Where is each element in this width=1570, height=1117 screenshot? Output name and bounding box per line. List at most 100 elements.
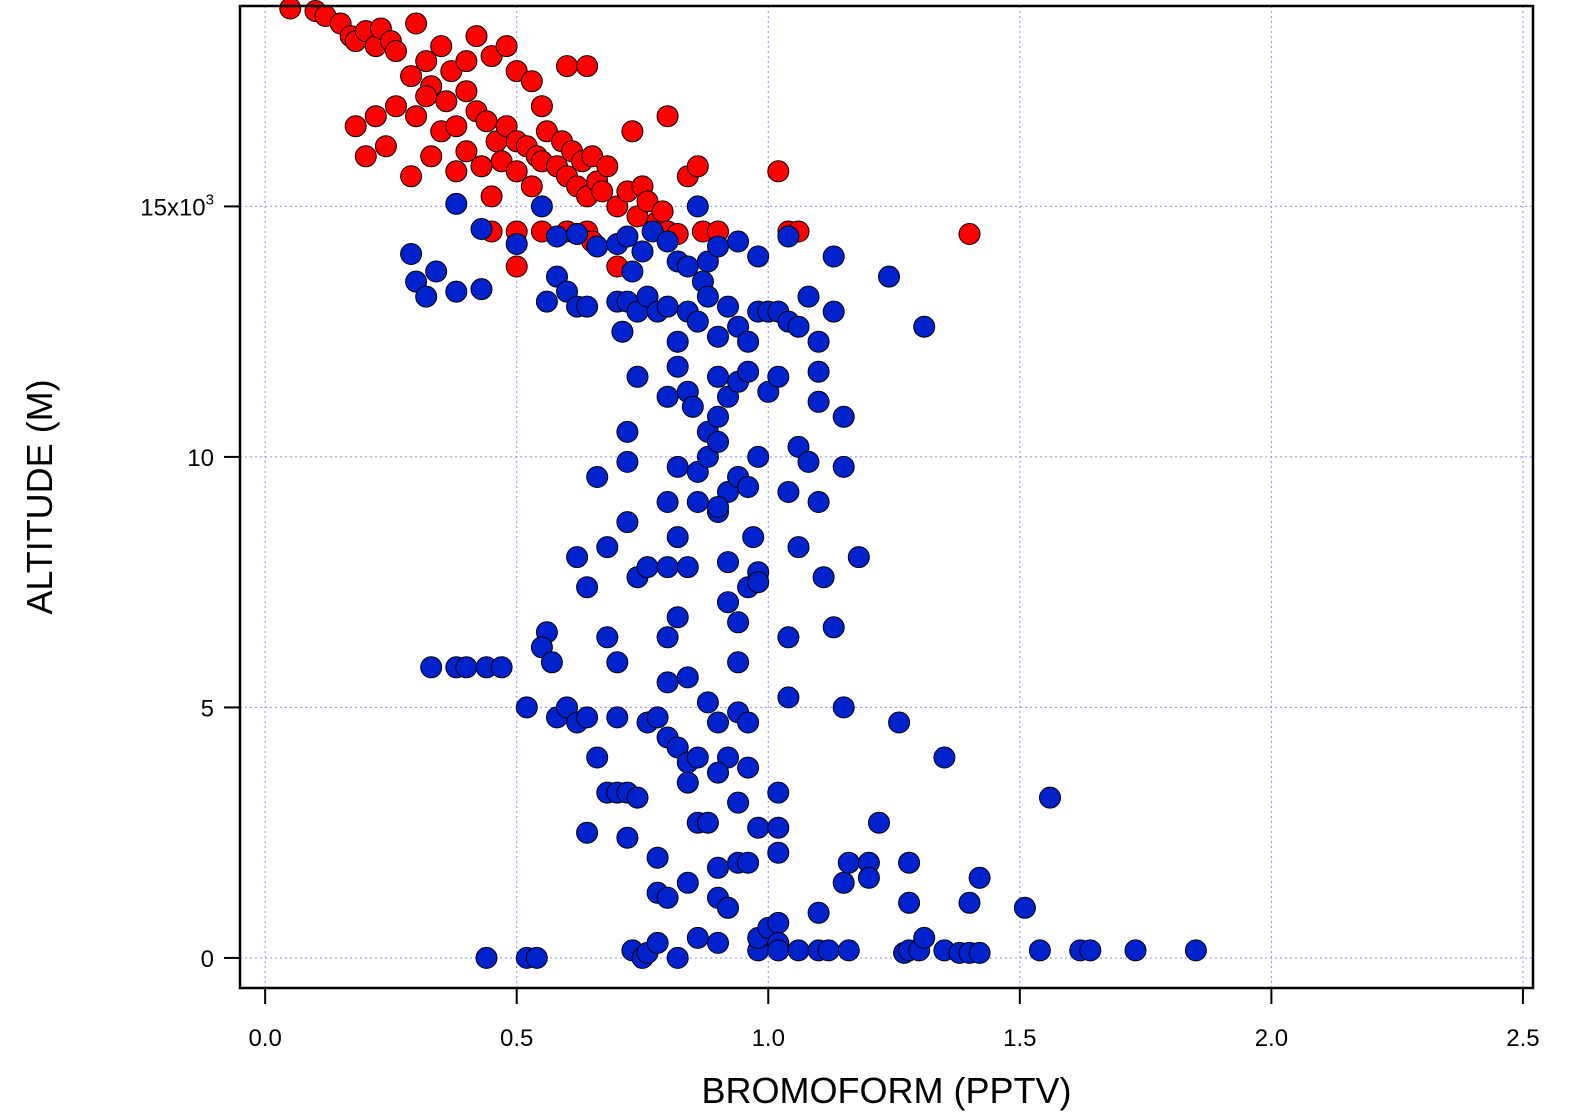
blue-data-point (812, 566, 835, 589)
blue-data-point (822, 300, 845, 323)
blue-data-point (968, 941, 991, 964)
blue-data-point (636, 556, 659, 579)
red-data-point (435, 90, 458, 113)
blue-data-point (747, 245, 770, 268)
blue-data-point (596, 626, 619, 649)
blue-data-point (686, 746, 709, 769)
blue-data-point (666, 355, 689, 378)
blue-data-point (767, 939, 790, 962)
blue-data-point (933, 746, 956, 769)
blue-data-point (717, 551, 739, 574)
blue-data-point (415, 285, 438, 308)
blue-data-point (656, 671, 679, 694)
blue-data-point (707, 856, 729, 879)
blue-data-point (707, 430, 729, 453)
blue-data-point (576, 821, 599, 844)
blue-data-point (666, 606, 689, 629)
blue-data-point (737, 756, 760, 779)
blue-data-point (737, 360, 760, 383)
red-data-point (621, 120, 644, 143)
blue-data-point (787, 315, 810, 338)
red-data-point (344, 115, 367, 138)
red-data-point (556, 55, 578, 78)
blue-data-point (777, 626, 800, 649)
blue-data-point (611, 320, 634, 343)
blue-data-point (656, 385, 679, 408)
blue-data-point (822, 616, 845, 639)
blue-data-point (767, 911, 790, 934)
blue-data-point (737, 476, 760, 498)
blue-data-point (707, 405, 729, 428)
blue-data-point (490, 656, 513, 679)
blue-data-point (1039, 786, 1061, 809)
blue-data-point (1013, 896, 1036, 919)
blue-data-point (898, 851, 921, 874)
blue-data-point (686, 926, 709, 949)
blue-data-point (566, 546, 589, 569)
blue-data-point (696, 285, 719, 308)
blue-data-point (596, 536, 619, 559)
y-tick-label: 10 (187, 445, 214, 472)
blue-data-point (968, 866, 991, 889)
red-data-point (445, 115, 468, 138)
red-data-point (596, 155, 619, 178)
red-data-point (686, 155, 709, 178)
red-data-point (405, 105, 428, 128)
blue-data-point (807, 330, 830, 353)
y-tick-label: 5 (201, 695, 214, 722)
blue-data-point (586, 466, 609, 488)
y-tick-label-text: 0 (201, 946, 214, 973)
blue-data-point (707, 931, 729, 954)
blue-data-point (913, 926, 936, 949)
blue-data-point (1184, 939, 1207, 962)
x-tick-label: 2.5 (1506, 1025, 1539, 1052)
blue-data-point (832, 696, 855, 719)
x-tick-label: 0.0 (248, 1025, 281, 1052)
blue-data-point (676, 666, 699, 689)
blue-data-point (878, 265, 900, 288)
blue-data-point (676, 771, 699, 794)
blue-data-point (566, 223, 589, 245)
blue-data-point (621, 260, 644, 283)
red-data-point (405, 12, 428, 35)
y-tick-label-text: 10 (187, 445, 214, 472)
red-data-point (480, 185, 503, 208)
blue-data-point (777, 686, 800, 709)
blue-data-point (505, 233, 528, 255)
red-data-point (420, 145, 443, 168)
blue-data-point (747, 816, 770, 839)
x-tick-labels: 0.0 0.5 1.0 1.5 2.0 2.5 (248, 1025, 1539, 1052)
red-data-point (576, 55, 599, 78)
blue-data-point (707, 711, 729, 734)
y-tick-label-text: 15x10 (140, 194, 205, 221)
blue-data-point (606, 706, 629, 729)
blue-data-point (576, 706, 599, 729)
blue-data-point (777, 225, 800, 248)
blue-data-point (616, 225, 639, 248)
red-data-point (591, 180, 614, 203)
blue-data-point (646, 846, 669, 869)
blue-data-point (656, 886, 679, 909)
blue-data-point (913, 315, 936, 338)
blue-data-point (707, 325, 729, 348)
blue-data-point (616, 511, 639, 534)
blue-data-point (888, 711, 911, 734)
blue-data-point (857, 866, 880, 889)
blue-data-point (616, 450, 639, 473)
red-data-point (505, 160, 528, 183)
blue-data-point (470, 278, 493, 301)
blue-data-point (586, 746, 609, 769)
blue-data-point (787, 939, 810, 962)
blue-data-point (656, 491, 679, 513)
blue-data-point (767, 781, 790, 804)
y-tick-label: 15x103 (140, 191, 214, 221)
blue-data-point (807, 491, 830, 513)
blue-data-point (737, 851, 760, 874)
blue-data-point (727, 611, 750, 634)
blue-data-point (727, 651, 750, 674)
blue-data-point (686, 491, 709, 513)
blue-data-point (817, 939, 840, 962)
blue-data-point (606, 651, 629, 674)
blue-data-point (1124, 939, 1147, 962)
